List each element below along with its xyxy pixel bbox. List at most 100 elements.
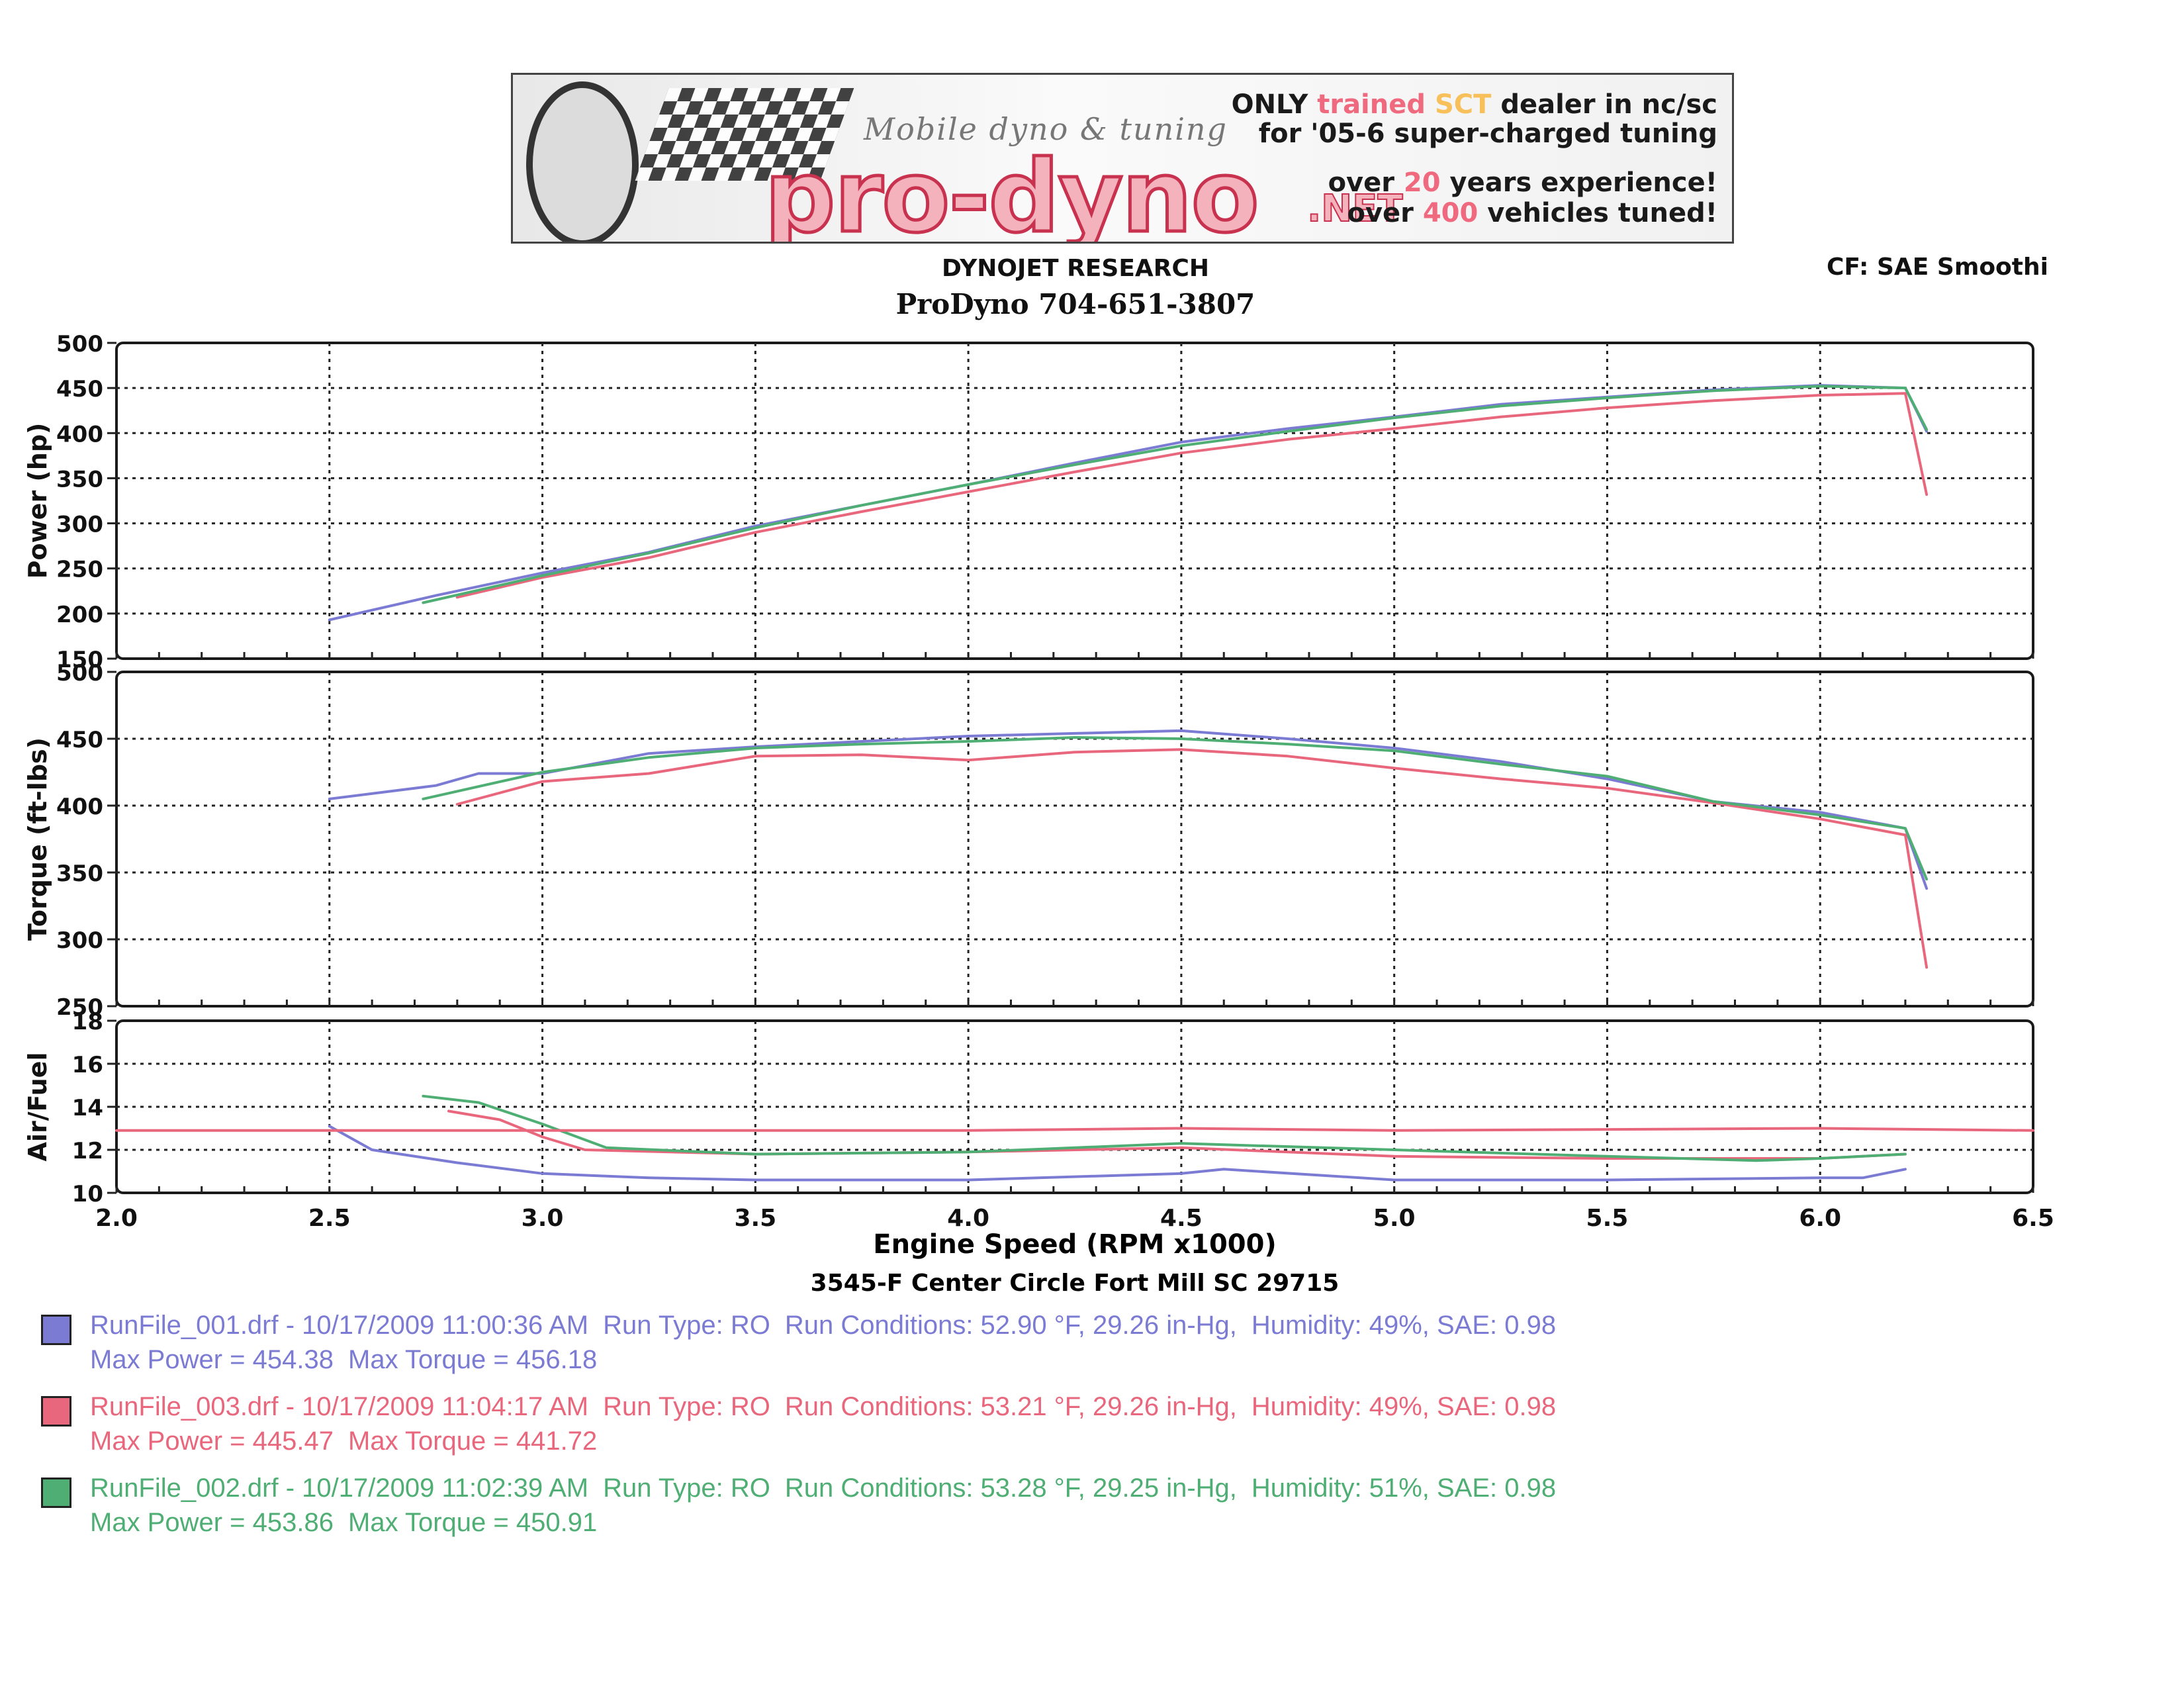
legend-file: RunFile_003.drf - 10/17/2009 11:04:17 AM	[90, 1392, 589, 1421]
power-y-tick-label: 200	[56, 602, 103, 628]
afr-y-tick-label: 10	[72, 1181, 103, 1207]
legend-run-details: RunFile_003.drf - 10/17/2009 11:04:17 AM…	[90, 1392, 1556, 1422]
torque-y-tick-label: 250	[56, 994, 103, 1021]
power-y-tick-label: 400	[56, 421, 103, 447]
banner-text: years experience!	[1440, 167, 1717, 198]
banner-text: over	[1328, 167, 1404, 198]
torque-panel: 250 300 350 400 450 500 Torque (ft-lbs)	[23, 660, 2034, 1021]
torque-y-tick-label: 300	[56, 927, 103, 954]
wheel-graphic	[526, 81, 639, 242]
legend-swatch	[41, 1396, 71, 1427]
torque-series-line-3	[422, 736, 1929, 881]
legend-max-power: Max Power = 454.38	[90, 1345, 334, 1374]
afr-y-axis-label: Air/Fuel	[23, 1053, 52, 1162]
torque-plot-frame	[115, 671, 2034, 1008]
legend-run-details: RunFile_002.drf - 10/17/2009 11:02:39 AM…	[90, 1474, 1556, 1503]
x-tick-label: 3.0	[522, 1205, 564, 1232]
torque-y-tick-label: 500	[56, 660, 103, 686]
legend-run-type: Run Type: RO	[603, 1474, 770, 1503]
legend-conditions: Run Conditions: 53.21 °F, 29.26 in-Hg,	[784, 1392, 1237, 1421]
legend-run-max: Max Power = 454.38 Max Torque = 456.18	[90, 1345, 597, 1375]
afr-y-tick-label: 18	[72, 1009, 103, 1035]
chart-title: DYNOJET RESEARCH	[941, 255, 1210, 282]
power-series-line-3	[422, 385, 1929, 604]
x-tick-label: 2.5	[308, 1205, 351, 1232]
x-tick-label: 4.5	[1160, 1205, 1203, 1232]
afr-y-tick-label: 12	[72, 1138, 103, 1164]
banner-line-experience: over 20 years experience!	[1328, 167, 1717, 198]
address-text: 3545-F Center Circle Fort Mill SC 29715	[811, 1270, 1340, 1297]
afr-y-tick-label: 16	[72, 1052, 103, 1078]
power-plot-frame	[115, 342, 2034, 660]
afr-series-line-4	[115, 1127, 2034, 1132]
legend-humidity: Humidity: 49%, SAE: 0.98	[1251, 1392, 1557, 1421]
legend-humidity: Humidity: 51%, SAE: 0.98	[1251, 1474, 1557, 1503]
legend-max-power: Max Power = 445.47	[90, 1427, 334, 1456]
banner-tagline: Mobile dyno & tuning	[864, 111, 1228, 147]
legend-file: RunFile_002.drf - 10/17/2009 11:02:39 AM	[90, 1474, 589, 1503]
legend-humidity: Humidity: 49%, SAE: 0.98	[1251, 1311, 1557, 1340]
banner-brand-suffix: .NET	[1306, 187, 1404, 231]
x-tick-label: 2.0	[95, 1205, 138, 1232]
banner-text: ONLY	[1231, 89, 1318, 120]
banner-brand: pro-dyno	[763, 140, 1261, 244]
banner-text: 400	[1422, 198, 1479, 228]
legend-swatch	[41, 1477, 71, 1508]
power-y-tick-label: 500	[56, 331, 103, 357]
torque-y-tick-label: 350	[56, 861, 103, 887]
x-tick-label: 3.5	[734, 1205, 776, 1232]
afr-panel: 10 12 14 16 18 Air/Fuel	[23, 1009, 2034, 1207]
power-y-tick-label: 250	[56, 557, 103, 583]
power-y-axis-label: Power (hp)	[23, 423, 52, 579]
x-tick-label: 5.0	[1373, 1205, 1416, 1232]
torque-y-axis-label: Torque (ft-lbs)	[23, 737, 52, 941]
x-tick-label: 6.0	[1799, 1205, 1841, 1232]
power-y-tick-label: 450	[56, 376, 103, 402]
power-series-line-2	[455, 392, 1929, 599]
afr-series-line-1	[328, 1125, 1907, 1182]
legend-run-max: Max Power = 445.47 Max Torque = 441.72	[90, 1427, 597, 1456]
legend-conditions: Run Conditions: 52.90 °F, 29.26 in-Hg,	[784, 1311, 1237, 1340]
afr-y-tick-label: 14	[72, 1095, 103, 1121]
correction-factor: CF: SAE Smoothi	[1827, 254, 2048, 281]
legend-max-power: Max Power = 453.86	[90, 1508, 334, 1537]
banner-line-dealer: ONLY trained SCT dealer in nc/sc	[1232, 89, 1717, 120]
x-tick-label: 5.5	[1586, 1205, 1629, 1232]
legend-swatch	[41, 1315, 71, 1345]
x-tick-label: 4.0	[947, 1205, 989, 1232]
torque-series-line-2	[455, 748, 1929, 969]
run-legend: RunFile_001.drf - 10/17/2009 11:00:36 AM…	[41, 1311, 1762, 1555]
legend-run-max: Max Power = 453.86 Max Torque = 450.91	[90, 1508, 597, 1538]
banner-text: dealer in nc/sc	[1500, 89, 1717, 120]
afr-series-line-3	[422, 1094, 1907, 1162]
legend-max-torque: Max Torque = 450.91	[348, 1508, 598, 1537]
banner-text: SCT	[1434, 89, 1501, 120]
banner-line-vehicles: over 400 vehicles tuned!	[1347, 198, 1717, 228]
x-axis-label: Engine Speed (RPM x1000)	[873, 1229, 1276, 1260]
banner-line-tuning: for '05-6 super-charged tuning	[1258, 118, 1717, 149]
banner-text: 20	[1403, 167, 1441, 198]
power-y-tick-label: 150	[56, 647, 103, 673]
banner-text: over	[1347, 198, 1423, 228]
legend-run-type: Run Type: RO	[603, 1392, 770, 1421]
banner-text: vehicles tuned!	[1478, 198, 1717, 228]
torque-y-tick-label: 450	[56, 727, 103, 753]
legend-max-torque: Max Torque = 456.18	[348, 1345, 598, 1374]
legend-run-details: RunFile_001.drf - 10/17/2009 11:00:36 AM…	[90, 1311, 1556, 1340]
power-y-tick-label: 350	[56, 466, 103, 492]
banner-text: trained	[1317, 89, 1435, 120]
pro-dyno-banner: Mobile dyno & tuning pro-dyno .NET ONLY …	[511, 73, 1734, 244]
legend-max-torque: Max Torque = 441.72	[348, 1427, 598, 1456]
legend-entry-run-002: RunFile_002.drf - 10/17/2009 11:02:39 AM…	[41, 1474, 1762, 1553]
legend-file: RunFile_001.drf - 10/17/2009 11:00:36 AM	[90, 1311, 589, 1340]
x-tick-label: 6.5	[2012, 1205, 2054, 1232]
power-panel: 150 200 250 300 350 400 450 500 Power (hp)	[23, 331, 2034, 673]
power-y-tick-label: 300	[56, 512, 103, 538]
legend-entry-run-003: RunFile_003.drf - 10/17/2009 11:04:17 AM…	[41, 1392, 1762, 1472]
legend-entry-run-001: RunFile_001.drf - 10/17/2009 11:00:36 AM…	[41, 1311, 1762, 1390]
torque-y-tick-label: 400	[56, 794, 103, 820]
legend-conditions: Run Conditions: 53.28 °F, 29.25 in-Hg,	[784, 1474, 1237, 1503]
legend-run-type: Run Type: RO	[603, 1311, 770, 1340]
chart-subtitle: ProDyno 704-651-3807	[895, 288, 1255, 320]
